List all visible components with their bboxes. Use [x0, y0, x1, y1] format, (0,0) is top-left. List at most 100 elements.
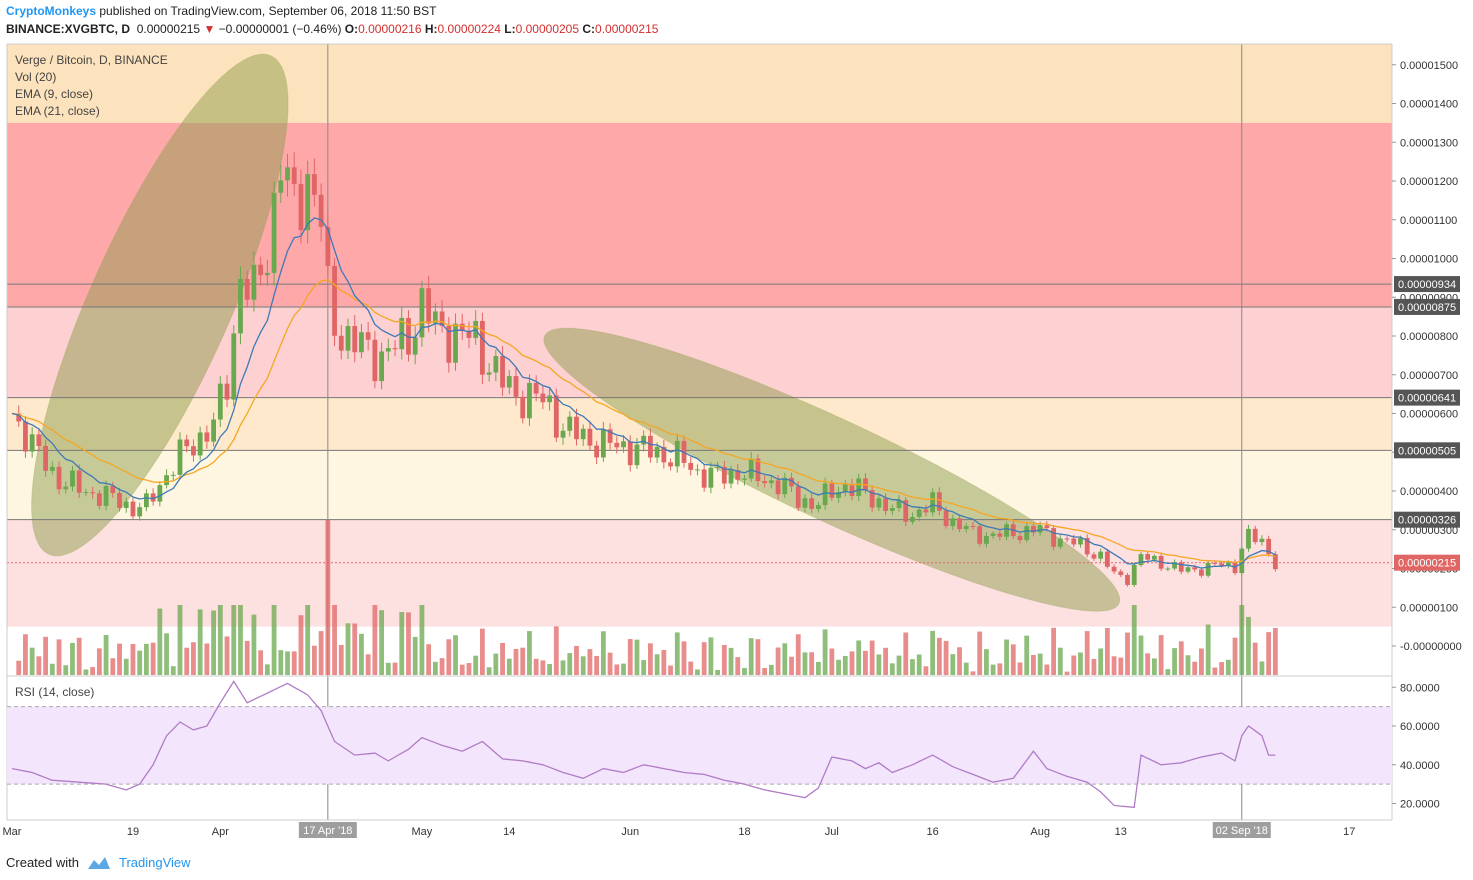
candle-body	[547, 395, 552, 403]
volume-bar	[96, 648, 102, 675]
candle	[809, 493, 815, 514]
candle-body	[453, 323, 458, 363]
candle-body	[446, 325, 452, 363]
candle-body	[191, 446, 196, 456]
volume-bar	[889, 663, 895, 675]
volume-bar	[1152, 658, 1157, 675]
close-label: C:	[582, 22, 596, 36]
candle	[1111, 564, 1117, 575]
candle	[842, 480, 848, 497]
candle-body	[1272, 554, 1278, 570]
author-link[interactable]: CryptoMonkeys	[6, 4, 97, 18]
candle-body	[809, 498, 815, 509]
candle-body	[587, 428, 593, 446]
price-chart[interactable]: 0.00001500 0.00001400 0.00001300 0.00001200…	[0, 0, 1473, 850]
volume-bar	[627, 639, 633, 675]
volume-bar	[1098, 648, 1104, 675]
volume-bar	[695, 669, 700, 675]
volume-bar	[493, 653, 499, 675]
legend-ema9: EMA (9, close)	[15, 87, 94, 101]
candle	[191, 439, 196, 462]
candle-body	[211, 419, 216, 442]
candle-body	[923, 509, 929, 513]
candle	[701, 463, 707, 492]
candle	[359, 323, 364, 359]
volume-bar	[251, 614, 257, 675]
level-box	[1394, 389, 1460, 406]
volume-bar	[600, 631, 606, 675]
volume-bar	[984, 649, 989, 675]
volume-bar	[1225, 659, 1231, 675]
candle-body	[1111, 566, 1117, 572]
volume-bar	[721, 644, 727, 675]
candle-body	[197, 432, 203, 456]
candle-body	[513, 376, 519, 397]
volume-bar	[513, 648, 519, 675]
volume-bar	[567, 653, 573, 675]
candle	[459, 313, 465, 341]
header-line-2: BINANCE:XVGBTC, D 0.00000215 ▼ −0.000000…	[6, 22, 658, 36]
candle	[150, 488, 156, 506]
volume-bar	[466, 663, 472, 675]
candle-body	[16, 413, 22, 422]
candle	[668, 458, 673, 471]
crosshair-date-label: 17 Apr '18	[303, 825, 352, 837]
candle-body	[661, 446, 667, 463]
footer-brand[interactable]: TradingView	[118, 855, 191, 870]
candle	[16, 405, 22, 427]
candle	[1024, 522, 1030, 543]
level-box	[1394, 276, 1460, 293]
volume-bar	[869, 640, 875, 675]
time-tick-label: Mar	[3, 826, 22, 838]
candle	[264, 259, 270, 287]
candle-body	[1205, 562, 1211, 576]
volume-bar	[688, 661, 694, 675]
down-arrow-icon: ▼	[203, 22, 216, 36]
candle	[984, 532, 989, 548]
candle-body	[170, 474, 176, 476]
candle	[36, 428, 42, 452]
zone-band-1	[7, 122, 1392, 307]
volume-group	[16, 520, 1278, 675]
candle-body	[916, 509, 922, 517]
candle	[903, 497, 909, 527]
volume-bar	[1266, 632, 1272, 675]
candle	[970, 521, 976, 531]
volume-bar	[385, 662, 391, 675]
candle-body	[184, 439, 190, 447]
candle-body	[1051, 528, 1056, 547]
volume-bar	[271, 605, 277, 675]
candle	[224, 375, 230, 408]
volume-bar	[842, 655, 848, 675]
candle	[144, 489, 149, 512]
candle-body	[312, 174, 317, 195]
volume-bar	[674, 632, 680, 675]
candle-body	[43, 445, 48, 471]
volume-bar	[332, 605, 337, 675]
volume-bar	[728, 647, 734, 675]
price-tick-label: 0.00001300	[1400, 137, 1458, 149]
candle	[708, 462, 714, 494]
candle	[527, 374, 532, 426]
candle-body	[1266, 538, 1272, 555]
candle-body	[1091, 554, 1097, 559]
candle	[836, 486, 841, 503]
candle-body	[352, 326, 358, 353]
volume-bar	[553, 626, 559, 675]
candle-body	[1098, 551, 1104, 559]
volume-bar	[1111, 656, 1117, 675]
price-tick-label: 0.00000400	[1400, 486, 1458, 498]
volume-bar	[762, 667, 768, 675]
price-tick-label: 0.00001200	[1400, 176, 1458, 188]
candle	[1246, 524, 1251, 552]
candle-body	[648, 435, 653, 458]
rsi-tick-label: 20.0000	[1400, 799, 1440, 811]
volume-bar	[164, 633, 169, 675]
candle	[849, 478, 855, 501]
candle-body	[789, 477, 794, 487]
candle-body	[1185, 567, 1191, 572]
candle-body	[406, 317, 411, 355]
volume-bar	[1031, 655, 1036, 675]
volume-bar	[56, 639, 62, 675]
volume-bar	[144, 643, 149, 675]
